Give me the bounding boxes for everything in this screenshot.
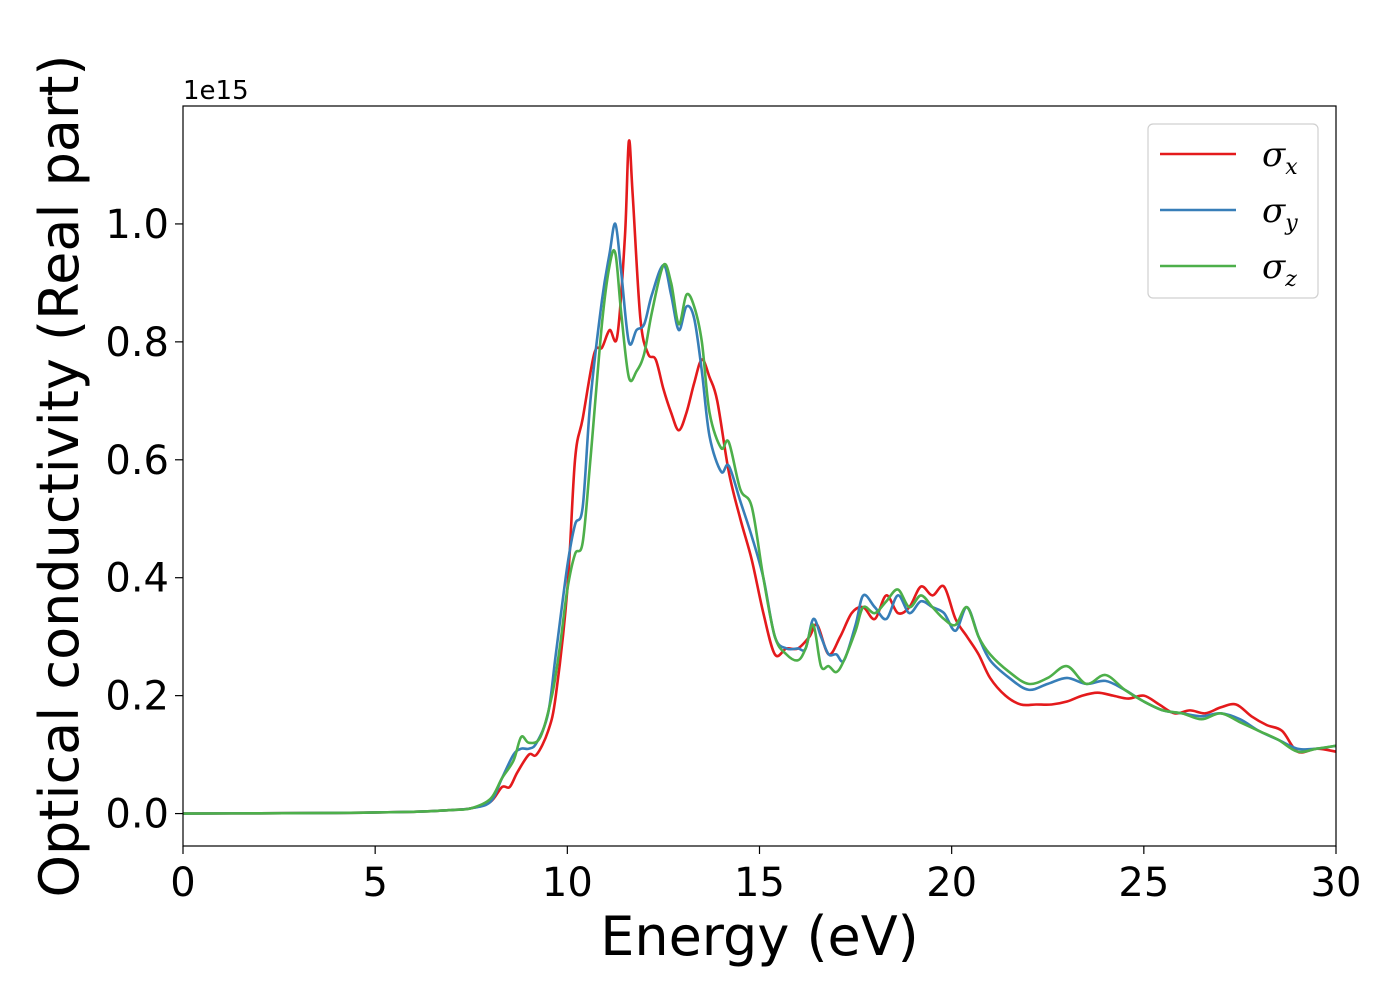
x-tick-label: 25 [1118, 860, 1169, 906]
x-tick-label: 15 [734, 860, 785, 906]
legend: σx σy σz [1147, 123, 1319, 299]
legend-label-z: σz [1262, 247, 1297, 292]
x-tick-label: 5 [362, 860, 387, 906]
x-axis-ticks: 0 5 10 15 20 25 30 [170, 846, 1361, 906]
x-tick-label: 20 [926, 860, 977, 906]
series-line-x [183, 139, 1336, 815]
y-tick-label: 0.6 [105, 438, 169, 484]
legend-label-y: σy [1262, 191, 1298, 236]
series-lines [183, 139, 1336, 815]
x-tick-label: 0 [170, 860, 195, 906]
legend-label-x: σx [1262, 135, 1298, 180]
y-tick-label: 0.0 [105, 792, 169, 838]
x-tick-label: 30 [1311, 860, 1362, 906]
series-line-z [183, 248, 1336, 815]
y-tick-label: 0.4 [105, 556, 169, 602]
y-tick-label: 1.0 [105, 202, 169, 248]
y-offset-label: 1e15 [183, 76, 249, 106]
y-axis-title: Optical conductivity (Real part) [28, 55, 91, 898]
y-tick-label: 0.8 [105, 320, 169, 366]
y-axis-ticks: 0.0 0.2 0.4 0.6 0.8 1.0 [105, 202, 183, 838]
y-tick-label: 0.2 [105, 674, 169, 720]
x-tick-label: 10 [542, 860, 593, 906]
x-axis-title: Energy (eV) [600, 905, 919, 968]
